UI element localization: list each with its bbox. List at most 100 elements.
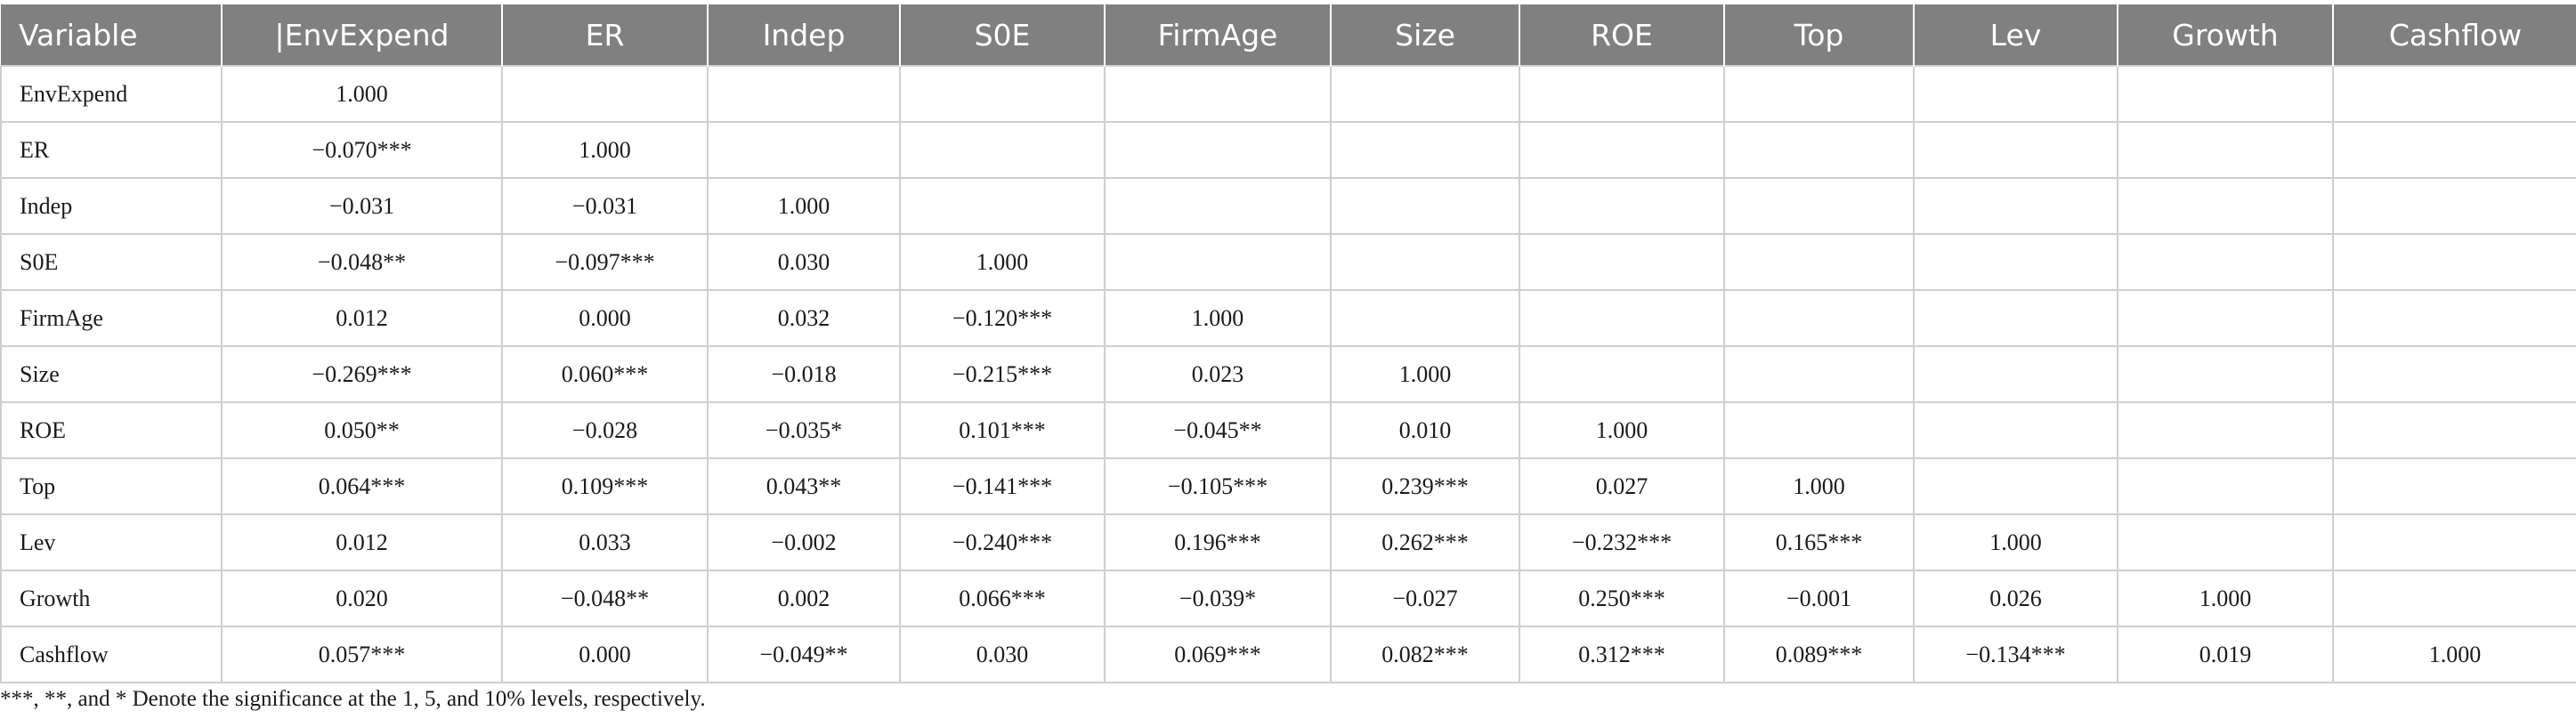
cell-lev: −0.134***: [1913, 626, 2118, 683]
cell-size: [1330, 233, 1520, 291]
correlation-table-container: Variable |EnvExpend ER Indep S0E FirmAge…: [0, 4, 2576, 683]
cell-soe: −0.120***: [899, 289, 1106, 347]
cell-cashflow: [2332, 289, 2576, 347]
cell-growth: [2117, 233, 2334, 291]
cell-er: 0.000: [501, 289, 709, 347]
cell-roe: 1.000: [1519, 401, 1725, 459]
header-variable: Variable: [1, 4, 222, 66]
cell-envexpend: 0.057***: [221, 626, 503, 683]
cell-envexpend: 0.064***: [221, 457, 503, 515]
cell-roe: [1519, 65, 1725, 123]
cell-indep: −0.018: [707, 345, 901, 403]
cell-firmage: −0.045**: [1104, 401, 1332, 459]
cell-size: [1330, 121, 1520, 179]
cell-indep: 0.032: [707, 289, 901, 347]
cell-roe: [1519, 177, 1725, 235]
cell-roe: [1519, 289, 1725, 347]
cell-er: 0.000: [501, 626, 709, 683]
table-row: ROE 0.050** −0.028 −0.035* 0.101*** −0.045** 0…: [0, 401, 2576, 459]
cell-growth: [2117, 177, 2334, 235]
cell-indep: 0.043**: [707, 457, 901, 515]
cell-envexpend: −0.070***: [221, 121, 503, 179]
header-firmage: FirmAge: [1104, 4, 1331, 66]
cell-growth: 0.019: [2117, 626, 2334, 683]
table-row: S0E −0.048** −0.097*** 0.030 1.000: [0, 233, 2576, 291]
cell-growth: [2117, 457, 2334, 515]
table-body: EnvExpend 1.000 ER −0.070*** 1.000 Indep −0.03…: [0, 65, 2576, 683]
row-label: FirmAge: [0, 289, 223, 347]
cell-size: [1330, 65, 1520, 123]
cell-top: [1723, 177, 1915, 235]
header-row: Variable |EnvExpend ER Indep S0E FirmAge…: [1, 4, 2576, 66]
cell-indep: −0.049**: [707, 626, 901, 683]
cell-lev: [1913, 65, 2118, 123]
cell-top: 0.089***: [1723, 626, 1915, 683]
cell-growth: [2117, 65, 2334, 123]
header-cashflow: Cashflow: [2332, 4, 2576, 66]
header-growth: Growth: [2117, 4, 2333, 66]
cell-top: [1723, 289, 1915, 347]
header-size: Size: [1330, 4, 1519, 66]
cell-er: 0.033: [501, 513, 709, 571]
cell-growth: [2117, 401, 2334, 459]
cell-growth: 1.000: [2117, 569, 2334, 627]
header-lev: Lev: [1913, 4, 2118, 66]
cell-envexpend: 0.012: [221, 513, 503, 571]
cell-soe: −0.215***: [899, 345, 1106, 403]
table-row: EnvExpend 1.000: [0, 65, 2576, 123]
cell-roe: 0.027: [1519, 457, 1725, 515]
cell-er: −0.048**: [501, 569, 709, 627]
cell-firmage: 0.069***: [1104, 626, 1332, 683]
cell-indep: −0.002: [707, 513, 901, 571]
cell-soe: [899, 177, 1106, 235]
row-label: ROE: [0, 401, 223, 459]
cell-soe: 1.000: [899, 233, 1106, 291]
cell-soe: 0.101***: [899, 401, 1106, 459]
cell-er: −0.097***: [501, 233, 709, 291]
table-row: Cashflow 0.057*** 0.000 −0.049** 0.030 0.069*…: [0, 626, 2576, 683]
row-label: Top: [0, 457, 223, 515]
cell-size: 0.262***: [1330, 513, 1520, 571]
cell-firmage: 0.196***: [1104, 513, 1332, 571]
cell-firmage: 1.000: [1104, 289, 1332, 347]
cell-cashflow: [2332, 177, 2576, 235]
cell-er: −0.031: [501, 177, 709, 235]
cell-roe: 0.312***: [1519, 626, 1725, 683]
header-soe: S0E: [899, 4, 1105, 66]
cell-soe: [899, 65, 1106, 123]
row-label: EnvExpend: [0, 65, 223, 123]
cell-er: 0.109***: [501, 457, 709, 515]
cell-er: −0.028: [501, 401, 709, 459]
table-row: Top 0.064*** 0.109*** 0.043** −0.141*** −0.10…: [0, 457, 2576, 515]
cell-er: 0.060***: [501, 345, 709, 403]
cell-lev: [1913, 177, 2118, 235]
cell-envexpend: 0.050**: [221, 401, 503, 459]
cell-lev: [1913, 345, 2118, 403]
cell-size: [1330, 289, 1520, 347]
table-row: ER −0.070*** 1.000: [0, 121, 2576, 179]
table-footnote: ***, **, and * Denote the significance a…: [0, 687, 706, 711]
table-row: Indep −0.031 −0.031 1.000: [0, 177, 2576, 235]
row-label: S0E: [0, 233, 223, 291]
row-label: Indep: [0, 177, 223, 235]
cell-envexpend: 1.000: [221, 65, 503, 123]
table-row: Size −0.269*** 0.060*** −0.018 −0.215*** 0.02…: [0, 345, 2576, 403]
cell-cashflow: [2332, 345, 2576, 403]
cell-cashflow: [2332, 569, 2576, 627]
cell-soe: 0.030: [899, 626, 1106, 683]
cell-lev: [1913, 121, 2118, 179]
cell-lev: [1913, 233, 2118, 291]
table-row: FirmAge 0.012 0.000 0.032 −0.120*** 1.000: [0, 289, 2576, 347]
cell-indep: −0.035*: [707, 401, 901, 459]
table-row: Lev 0.012 0.033 −0.002 −0.240*** 0.196*** 0.26…: [0, 513, 2576, 571]
cell-soe: [899, 121, 1106, 179]
cell-firmage: [1104, 177, 1332, 235]
cell-roe: [1519, 233, 1725, 291]
cell-envexpend: 0.012: [221, 289, 503, 347]
cell-indep: 0.030: [707, 233, 901, 291]
cell-size: −0.027: [1330, 569, 1520, 627]
cell-roe: [1519, 345, 1725, 403]
cell-cashflow: [2332, 513, 2576, 571]
cell-top: [1723, 401, 1915, 459]
cell-firmage: −0.105***: [1104, 457, 1332, 515]
